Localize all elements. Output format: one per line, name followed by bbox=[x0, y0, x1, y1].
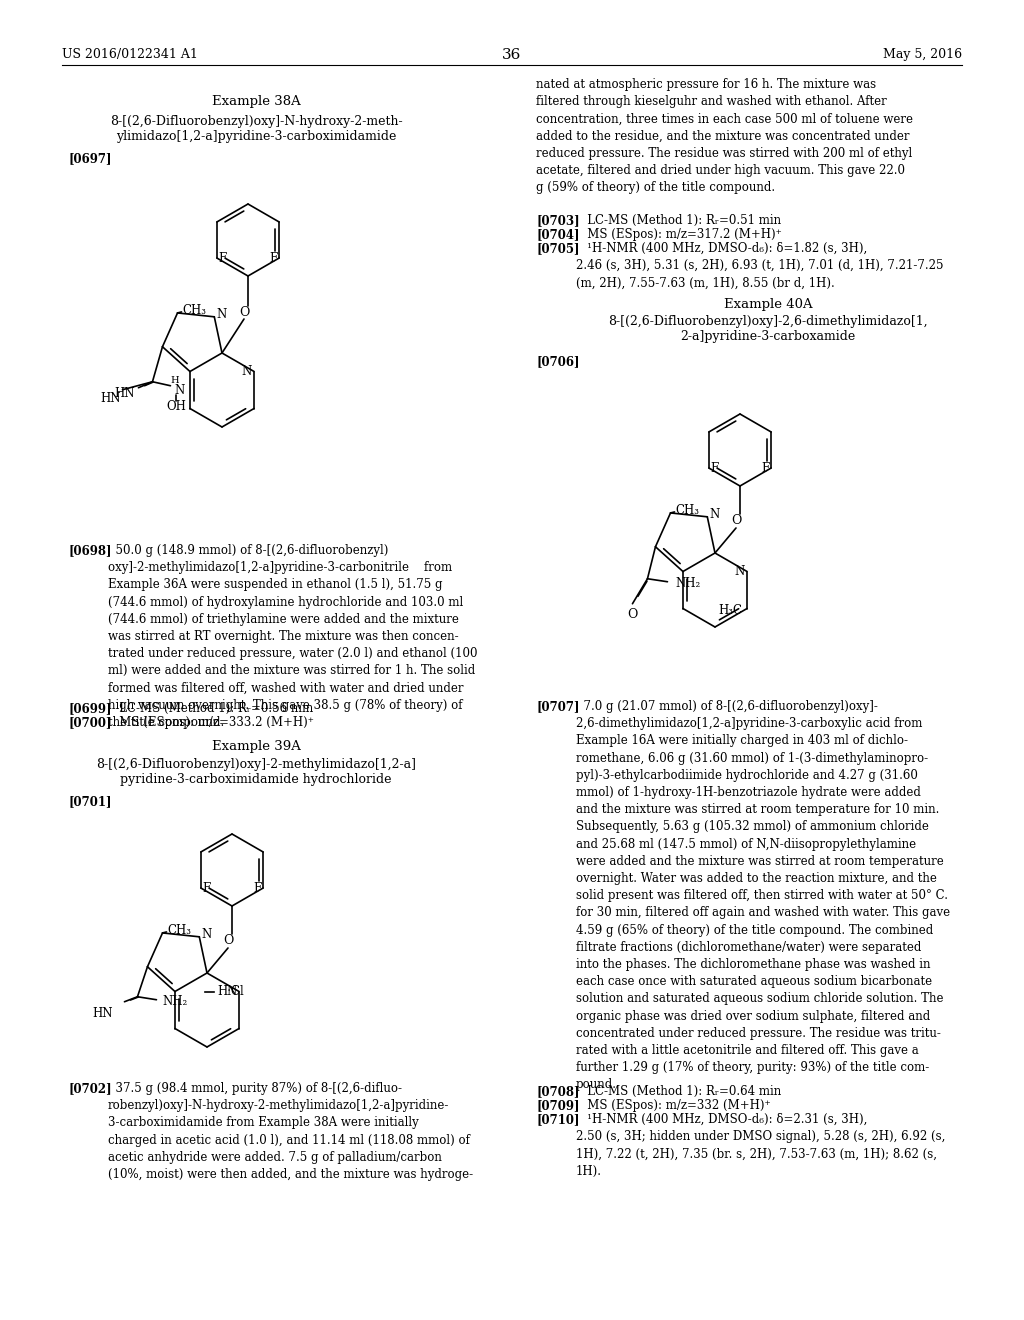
Text: CH₃: CH₃ bbox=[168, 924, 191, 937]
Text: O: O bbox=[731, 515, 741, 528]
Text: [0704]: [0704] bbox=[536, 228, 580, 242]
Text: Example 38A: Example 38A bbox=[212, 95, 300, 108]
Text: [0708]: [0708] bbox=[536, 1085, 580, 1098]
Text: CH₃: CH₃ bbox=[182, 305, 207, 317]
Text: [0700]: [0700] bbox=[68, 715, 112, 729]
Text: N: N bbox=[216, 309, 226, 321]
Text: HN: HN bbox=[100, 392, 121, 405]
Text: LC-MS (Method 1): Rᵣ=0.56 min: LC-MS (Method 1): Rᵣ=0.56 min bbox=[108, 702, 313, 715]
Text: H₃C: H₃C bbox=[718, 605, 742, 616]
Text: [0702]: [0702] bbox=[68, 1082, 112, 1096]
Text: F: F bbox=[253, 882, 261, 895]
Text: F: F bbox=[269, 252, 278, 264]
Text: MS (ESpos): m/z=333.2 (M+H)⁺: MS (ESpos): m/z=333.2 (M+H)⁺ bbox=[108, 715, 314, 729]
Text: [0706]: [0706] bbox=[536, 355, 580, 368]
Text: N: N bbox=[202, 928, 212, 941]
Text: N: N bbox=[735, 565, 745, 578]
Text: nated at atmospheric pressure for 16 h. The mixture was
filtered through kieselg: nated at atmospheric pressure for 16 h. … bbox=[536, 78, 913, 194]
Text: 8-[(2,6-Difluorobenzyl)oxy]-2,6-dimethylimidazo[1,: 8-[(2,6-Difluorobenzyl)oxy]-2,6-dimethyl… bbox=[608, 315, 928, 327]
Text: NH₂: NH₂ bbox=[676, 577, 700, 590]
Text: N: N bbox=[242, 366, 252, 378]
Text: H: H bbox=[170, 376, 179, 385]
Text: 50.0 g (148.9 mmol) of 8-[(2,6-difluorobenzyl)
oxy]-2-methylimidazo[1,2-a]pyridi: 50.0 g (148.9 mmol) of 8-[(2,6-difluorob… bbox=[108, 544, 477, 729]
Text: Example 40A: Example 40A bbox=[724, 298, 812, 312]
Text: ylimidazo[1,2-a]pyridine-3-carboximidamide: ylimidazo[1,2-a]pyridine-3-carboximidami… bbox=[116, 129, 396, 143]
Text: LC-MS (Method 1): Rᵣ=0.51 min: LC-MS (Method 1): Rᵣ=0.51 min bbox=[575, 214, 781, 227]
Text: 8-[(2,6-Difluorobenzyl)oxy]-N-hydroxy-2-meth-: 8-[(2,6-Difluorobenzyl)oxy]-N-hydroxy-2-… bbox=[110, 115, 402, 128]
Text: pyridine-3-carboximidamide hydrochloride: pyridine-3-carboximidamide hydrochloride bbox=[120, 774, 392, 785]
Text: LC-MS (Method 1): Rᵣ=0.64 min: LC-MS (Method 1): Rᵣ=0.64 min bbox=[575, 1085, 781, 1098]
Text: [0698]: [0698] bbox=[68, 544, 112, 557]
Text: 36: 36 bbox=[503, 48, 521, 62]
Text: N: N bbox=[710, 508, 720, 521]
Text: ¹H-NMR (400 MHz, DMSO-d₆): δ=2.31 (s, 3H),
2.50 (s, 3H; hidden under DMSO signal: ¹H-NMR (400 MHz, DMSO-d₆): δ=2.31 (s, 3H… bbox=[575, 1113, 945, 1177]
Text: MS (ESpos): m/z=317.2 (M+H)⁺: MS (ESpos): m/z=317.2 (M+H)⁺ bbox=[575, 228, 781, 242]
Text: 2-a]pyridine-3-carboxamide: 2-a]pyridine-3-carboxamide bbox=[680, 330, 856, 343]
Text: 37.5 g (98.4 mmol, purity 87%) of 8-[(2,6-difluo-
robenzyl)oxy]-N-hydroxy-2-meth: 37.5 g (98.4 mmol, purity 87%) of 8-[(2,… bbox=[108, 1082, 473, 1181]
Text: N: N bbox=[226, 985, 237, 998]
Text: F: F bbox=[761, 462, 769, 474]
Text: US 2016/0122341 A1: US 2016/0122341 A1 bbox=[62, 48, 198, 61]
Text: HN: HN bbox=[115, 387, 135, 400]
Text: [0707]: [0707] bbox=[536, 700, 580, 713]
Text: OH: OH bbox=[167, 400, 186, 413]
Text: O: O bbox=[239, 305, 249, 318]
Text: [0710]: [0710] bbox=[536, 1113, 580, 1126]
Text: Example 39A: Example 39A bbox=[212, 741, 300, 752]
Text: H·Cl: H·Cl bbox=[217, 985, 244, 998]
Text: [0697]: [0697] bbox=[68, 152, 112, 165]
Text: [0709]: [0709] bbox=[536, 1100, 580, 1111]
Text: MS (ESpos): m/z=332 (M+H)⁺: MS (ESpos): m/z=332 (M+H)⁺ bbox=[575, 1100, 771, 1111]
Text: [0699]: [0699] bbox=[68, 702, 112, 715]
Text: F: F bbox=[203, 882, 211, 895]
Text: N: N bbox=[174, 384, 184, 397]
Text: ¹H-NMR (400 MHz, DMSO-d₆): δ=1.82 (s, 3H),
2.46 (s, 3H), 5.31 (s, 2H), 6.93 (t, : ¹H-NMR (400 MHz, DMSO-d₆): δ=1.82 (s, 3H… bbox=[575, 242, 943, 289]
Text: 7.0 g (21.07 mmol) of 8-[(2,6-difluorobenzyl)oxy]-
2,6-dimethylimidazo[1,2-a]pyr: 7.0 g (21.07 mmol) of 8-[(2,6-difluorobe… bbox=[575, 700, 950, 1092]
Text: O: O bbox=[223, 935, 233, 948]
Text: [0703]: [0703] bbox=[536, 214, 580, 227]
Text: [0701]: [0701] bbox=[68, 795, 112, 808]
Text: May 5, 2016: May 5, 2016 bbox=[883, 48, 962, 61]
Text: F: F bbox=[711, 462, 719, 474]
Text: CH₃: CH₃ bbox=[676, 504, 699, 517]
Text: HN: HN bbox=[92, 1007, 113, 1020]
Text: O: O bbox=[628, 607, 638, 620]
Text: NH₂: NH₂ bbox=[163, 995, 187, 1008]
Text: 8-[(2,6-Difluorobenzyl)oxy]-2-methylimidazo[1,2-a]: 8-[(2,6-Difluorobenzyl)oxy]-2-methylimid… bbox=[96, 758, 416, 771]
Text: F: F bbox=[219, 252, 227, 264]
Text: [0705]: [0705] bbox=[536, 242, 580, 255]
